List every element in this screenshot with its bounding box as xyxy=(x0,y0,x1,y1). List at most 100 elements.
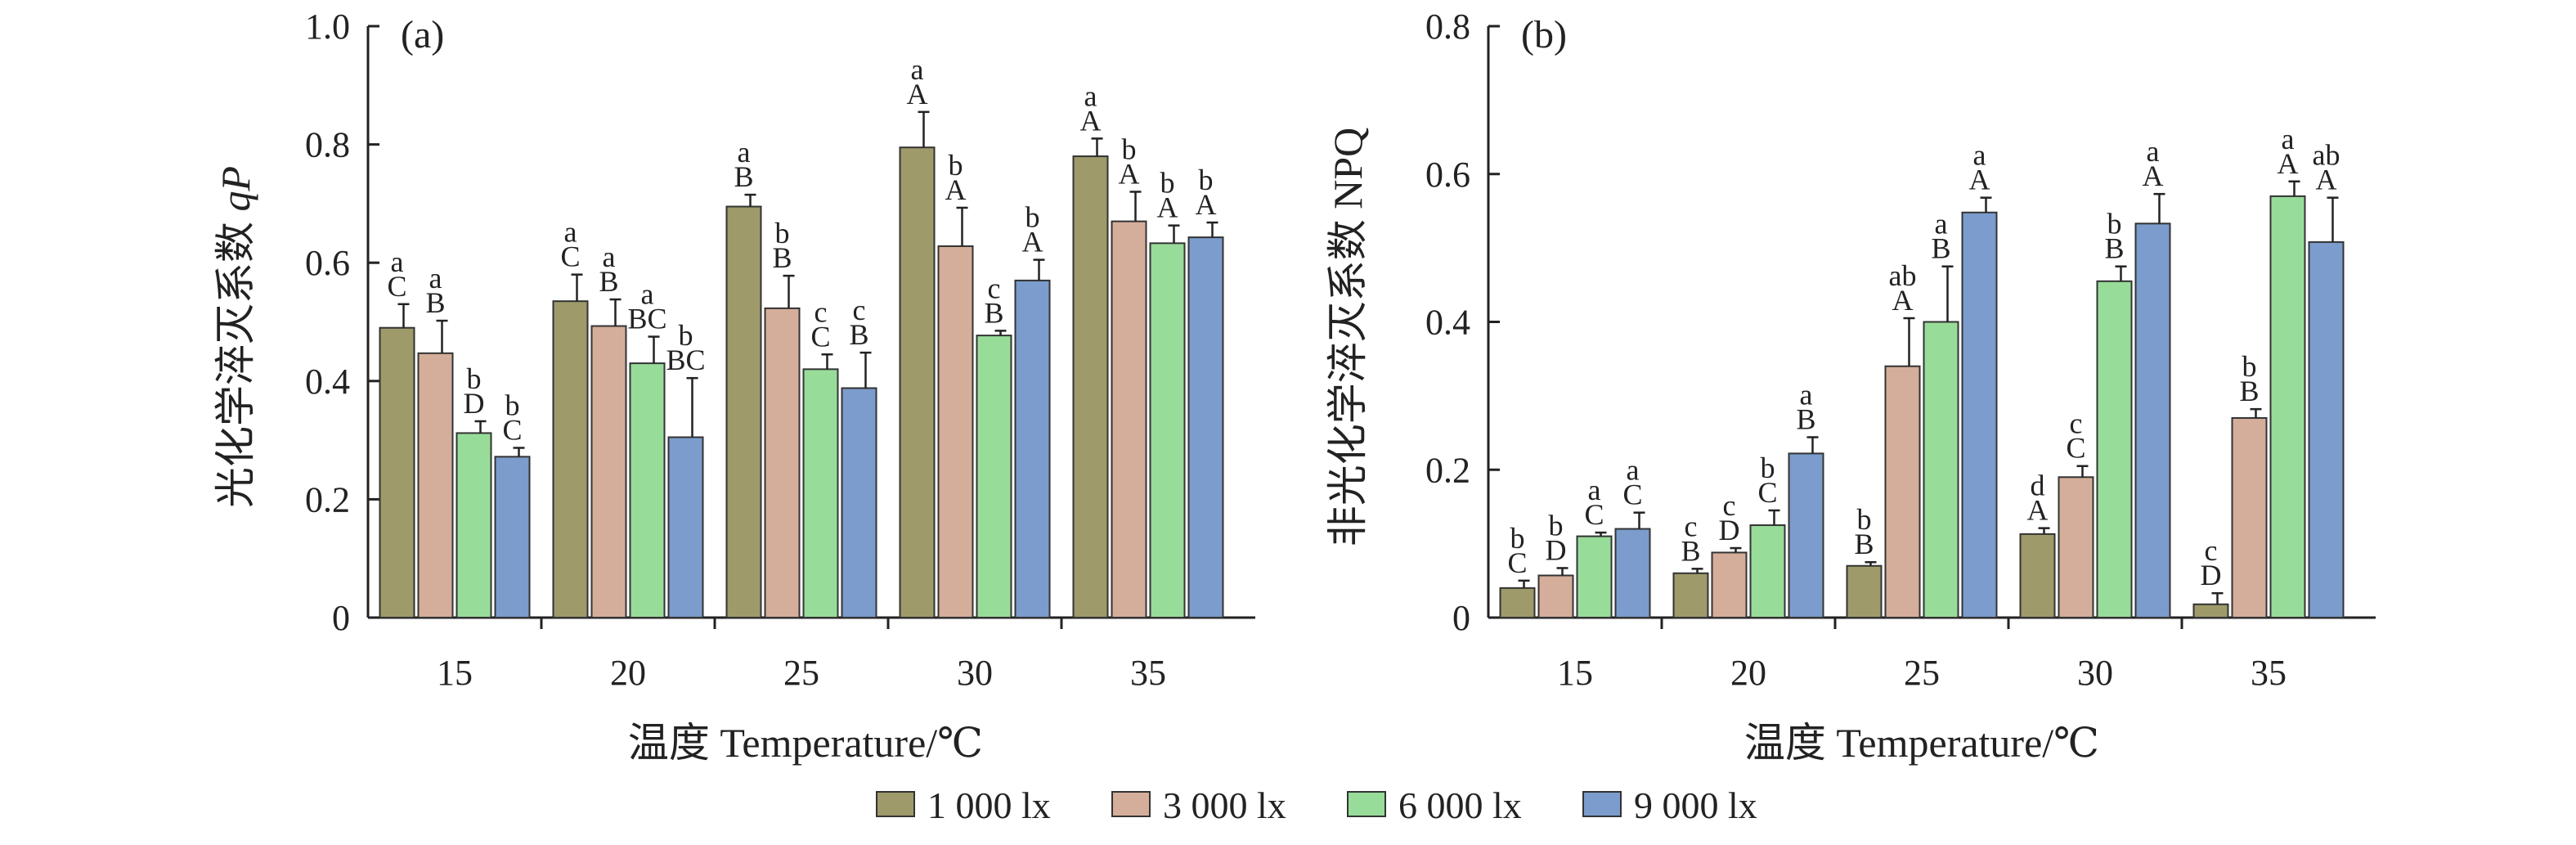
bar xyxy=(1672,572,1709,619)
bar xyxy=(1576,535,1613,619)
bar xyxy=(2096,280,2133,618)
significance-upper-label: C xyxy=(502,413,522,446)
bar xyxy=(1111,220,1147,618)
y-tick-label: 0.8 xyxy=(1425,7,1470,47)
significance-upper-label: B xyxy=(1931,232,1950,265)
significance-upper-label: A xyxy=(907,78,928,110)
significance-upper-label: C xyxy=(1757,476,1777,509)
significance-lower-label: a xyxy=(391,245,404,278)
significance-upper-label: A xyxy=(1022,226,1043,258)
significance-upper-label: A xyxy=(945,173,967,206)
bar xyxy=(2231,416,2268,618)
significance-lower-label: b xyxy=(505,389,520,421)
significance-lower-label: a xyxy=(738,136,751,169)
bar xyxy=(1961,211,1998,618)
bar xyxy=(1014,279,1051,618)
x-tick-label: 30 xyxy=(957,653,993,693)
significance-lower-label: a xyxy=(1935,208,1948,240)
legend-label: 1 000 lx xyxy=(927,784,1051,826)
y-tick-label: 0.8 xyxy=(305,125,350,165)
significance-lower-label: a xyxy=(429,262,442,294)
x-tick-label: 15 xyxy=(437,653,473,693)
bar xyxy=(802,368,839,618)
bar xyxy=(456,432,492,619)
significance-upper-label: B xyxy=(1681,534,1700,567)
y-tick-label: 0.6 xyxy=(1425,155,1470,195)
y-tick-label: 0.4 xyxy=(1425,303,1470,343)
significance-lower-label: a xyxy=(603,240,616,273)
significance-upper-label: A xyxy=(2027,494,2049,527)
bar xyxy=(1499,587,1536,618)
bar xyxy=(2192,603,2229,618)
significance-lower-label: b xyxy=(2242,350,2257,383)
significance-lower-label: b xyxy=(1160,167,1175,200)
significance-lower-label: b xyxy=(1510,522,1525,555)
x-tick-label: 30 xyxy=(2077,653,2113,693)
legend-label: 6 000 lx xyxy=(1398,784,1522,826)
significance-lower-label: b xyxy=(1549,509,1564,542)
significance-lower-label: d xyxy=(2031,470,2045,502)
significance-upper-label: D xyxy=(2201,559,2222,591)
significance-upper-label: C xyxy=(387,270,406,303)
significance-lower-label: b xyxy=(1025,201,1040,234)
significance-upper-label: D xyxy=(464,387,485,420)
significance-lower-label: c xyxy=(1723,489,1736,522)
y-tick-label: 0 xyxy=(332,598,350,638)
bar xyxy=(725,205,762,618)
significance-lower-label: a xyxy=(2282,123,2295,155)
significance-upper-label: A xyxy=(1969,164,1990,196)
significance-lower-label: b xyxy=(2107,208,2122,240)
bar xyxy=(841,387,877,618)
bar xyxy=(1072,155,1109,618)
x-tick-label: 25 xyxy=(1904,653,1940,693)
significance-upper-label: B xyxy=(849,318,868,351)
significance-upper-label: A xyxy=(2278,147,2299,180)
significance-upper-label: C xyxy=(1584,498,1604,531)
bar xyxy=(2019,533,2056,618)
significance-lower-label: b xyxy=(775,217,790,249)
significance-upper-label: A xyxy=(1196,188,1217,221)
significance-upper-label: B xyxy=(2104,232,2124,265)
bar xyxy=(494,456,531,618)
bar xyxy=(899,146,936,618)
significance-upper-label: A xyxy=(1892,284,1914,317)
bar xyxy=(2308,240,2345,618)
x-tick-label: 15 xyxy=(1557,653,1593,693)
bar xyxy=(1711,551,1748,618)
significance-lower-label: a xyxy=(2147,135,2160,168)
significance-upper-label: B xyxy=(1796,402,1815,435)
panel-a-marks: 00.20.40.60.81.015CaBaDbCb20CaBaBCaBCb25… xyxy=(305,7,1255,693)
significance-upper-label: C xyxy=(2066,432,2085,465)
bar xyxy=(379,326,415,618)
significance-lower-label: b xyxy=(467,362,482,395)
panel-b-x-axis-title: 温度 Temperature/℃ xyxy=(1744,720,2099,766)
legend-swatch xyxy=(1111,791,1151,817)
significance-lower-label: a xyxy=(641,278,654,311)
bar xyxy=(629,362,666,618)
significance-lower-label: a xyxy=(1588,474,1601,506)
significance-lower-label: a xyxy=(1627,454,1640,487)
significance-upper-label: D xyxy=(1719,514,1740,546)
panel-b-y-axis-title: 非光化学淬灭系数 NPQ xyxy=(1325,128,1371,547)
y-tick-label: 1.0 xyxy=(305,7,350,47)
significance-upper-label: C xyxy=(810,320,830,353)
significance-lower-label: b xyxy=(949,149,963,182)
bar xyxy=(2058,476,2094,618)
significance-lower-label: ab xyxy=(2313,139,2340,172)
y-tick-label: 0.6 xyxy=(305,243,350,283)
significance-lower-label: a xyxy=(564,216,577,249)
bar xyxy=(1846,564,1883,618)
significance-upper-label: C xyxy=(560,240,580,273)
significance-lower-label: c xyxy=(2205,534,2218,567)
bar xyxy=(1149,242,1186,618)
bar xyxy=(2269,195,2306,619)
significance-lower-label: c xyxy=(988,272,1001,304)
legend-label: 3 000 lx xyxy=(1163,784,1286,826)
bar xyxy=(2134,222,2171,618)
x-tick-label: 20 xyxy=(610,653,646,693)
significance-upper-label: D xyxy=(1546,533,1567,566)
significance-lower-label: c xyxy=(853,294,866,326)
bar xyxy=(590,325,627,618)
panel-a-x-axis-title: 温度 Temperature/℃ xyxy=(628,720,983,766)
